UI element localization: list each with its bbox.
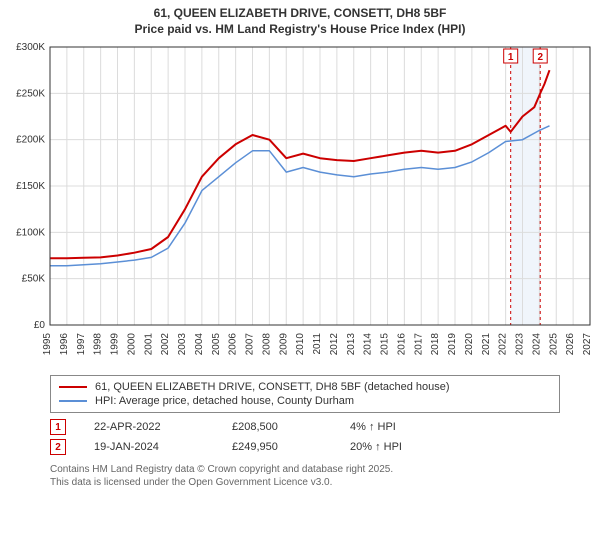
- svg-text:2019: 2019: [447, 333, 458, 356]
- svg-text:2: 2: [537, 52, 543, 63]
- svg-text:1: 1: [508, 52, 514, 63]
- svg-text:2012: 2012: [329, 333, 340, 356]
- legend: 61, QUEEN ELIZABETH DRIVE, CONSETT, DH8 …: [50, 375, 560, 413]
- svg-text:1995: 1995: [42, 333, 53, 356]
- svg-text:2024: 2024: [531, 333, 542, 356]
- line-chart: £0 £50K £100K £150K £200K £250K £300K 1995 1996 1…: [0, 37, 600, 367]
- transaction-delta: 20% ↑ HPI: [350, 441, 402, 453]
- svg-text:1997: 1997: [76, 333, 87, 356]
- svg-text:2026: 2026: [565, 333, 576, 356]
- transaction-delta: 4% ↑ HPI: [350, 421, 396, 433]
- svg-text:2022: 2022: [498, 333, 509, 356]
- svg-text:2008: 2008: [261, 333, 272, 356]
- legend-label: 61, QUEEN ELIZABETH DRIVE, CONSETT, DH8 …: [95, 381, 450, 393]
- transaction-marker-badge: 1: [50, 419, 66, 435]
- title-line-2: Price paid vs. HM Land Registry's House …: [0, 22, 600, 38]
- svg-text:2009: 2009: [278, 333, 289, 356]
- svg-text:2027: 2027: [582, 333, 593, 356]
- svg-text:2017: 2017: [413, 333, 424, 356]
- svg-text:£0: £0: [34, 320, 46, 331]
- transaction-list: 1 22-APR-2022 £208,500 4% ↑ HPI 2 19-JAN-2024…: [0, 419, 600, 455]
- svg-text:1999: 1999: [110, 333, 121, 356]
- svg-text:£50K: £50K: [22, 274, 46, 285]
- legend-swatch: [59, 386, 87, 388]
- svg-text:2001: 2001: [143, 333, 154, 356]
- title-line-1: 61, QUEEN ELIZABETH DRIVE, CONSETT, DH8 …: [0, 6, 600, 22]
- svg-text:2023: 2023: [515, 333, 526, 356]
- svg-text:1998: 1998: [93, 333, 104, 356]
- svg-text:£100K: £100K: [16, 228, 45, 239]
- svg-text:2005: 2005: [211, 333, 222, 356]
- transaction-price: £208,500: [232, 421, 322, 433]
- transaction-date: 19-JAN-2024: [94, 441, 204, 453]
- svg-text:£150K: £150K: [16, 181, 45, 192]
- footer-line-1: Contains HM Land Registry data © Crown c…: [50, 463, 600, 476]
- chart-container: £0 £50K £100K £150K £200K £250K £300K 1995 1996 1…: [0, 37, 600, 367]
- transaction-row: 2 19-JAN-2024 £249,950 20% ↑ HPI: [50, 439, 600, 455]
- svg-text:2013: 2013: [346, 333, 357, 356]
- transaction-marker-badge: 2: [50, 439, 66, 455]
- svg-text:1996: 1996: [59, 333, 70, 356]
- legend-item: HPI: Average price, detached house, Coun…: [59, 394, 551, 408]
- svg-text:2011: 2011: [312, 333, 323, 355]
- svg-text:2002: 2002: [160, 333, 171, 356]
- svg-text:2021: 2021: [481, 333, 492, 356]
- svg-text:2025: 2025: [548, 333, 559, 356]
- legend-swatch: [59, 400, 87, 402]
- svg-text:£200K: £200K: [16, 135, 45, 146]
- svg-text:2018: 2018: [430, 333, 441, 356]
- svg-text:2015: 2015: [380, 333, 391, 356]
- chart-title: 61, QUEEN ELIZABETH DRIVE, CONSETT, DH8 …: [0, 0, 600, 37]
- svg-text:2020: 2020: [464, 333, 475, 356]
- svg-text:2004: 2004: [194, 333, 205, 356]
- svg-text:2006: 2006: [228, 333, 239, 356]
- svg-text:2000: 2000: [126, 333, 137, 356]
- footer-line-2: This data is licensed under the Open Gov…: [50, 476, 600, 489]
- svg-text:£250K: £250K: [16, 89, 45, 100]
- transaction-row: 1 22-APR-2022 £208,500 4% ↑ HPI: [50, 419, 600, 435]
- svg-text:2007: 2007: [245, 333, 256, 356]
- svg-text:2003: 2003: [177, 333, 188, 356]
- transaction-price: £249,950: [232, 441, 322, 453]
- svg-text:2010: 2010: [295, 333, 306, 356]
- svg-text:£300K: £300K: [16, 42, 45, 53]
- footer-attribution: Contains HM Land Registry data © Crown c…: [50, 463, 600, 489]
- legend-item: 61, QUEEN ELIZABETH DRIVE, CONSETT, DH8 …: [59, 380, 551, 394]
- svg-text:2016: 2016: [396, 333, 407, 356]
- transaction-date: 22-APR-2022: [94, 421, 204, 433]
- svg-text:2014: 2014: [363, 333, 374, 356]
- legend-label: HPI: Average price, detached house, Coun…: [95, 395, 354, 407]
